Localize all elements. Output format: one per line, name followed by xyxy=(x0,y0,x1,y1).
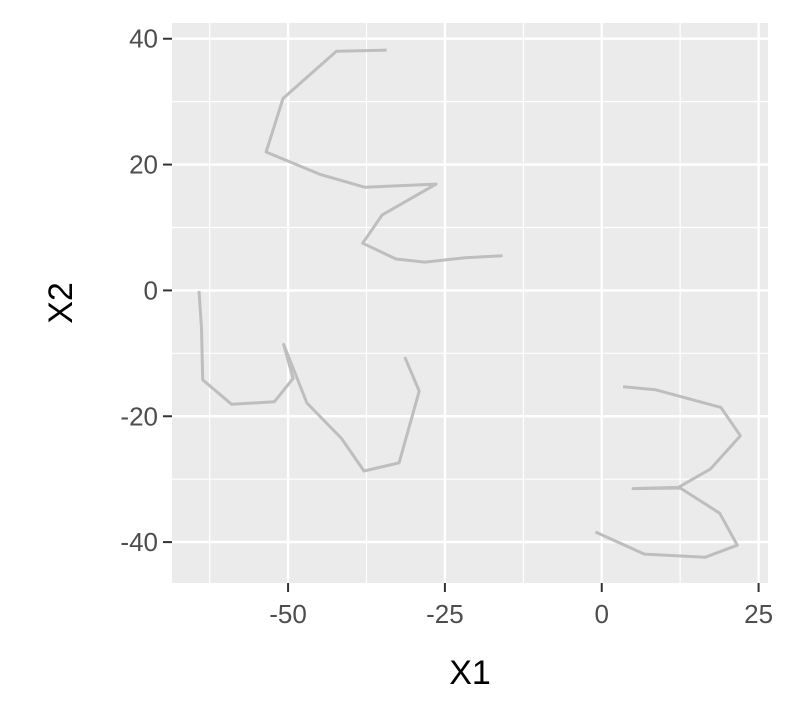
y-tick-label: 20 xyxy=(129,150,158,180)
series-layer xyxy=(197,48,742,559)
y-tick-label: -40 xyxy=(120,527,158,557)
series-path-1 xyxy=(264,48,503,264)
grid-minor xyxy=(172,23,768,583)
series-path-3 xyxy=(594,385,742,559)
y-axis-title: X2 xyxy=(42,282,80,324)
x-tick-label: -50 xyxy=(269,599,307,629)
plot-panel xyxy=(172,23,768,583)
x-axis-title: X1 xyxy=(449,654,491,692)
x-tick-label: 0 xyxy=(595,599,609,629)
x-axis: -50 -25 0 25 xyxy=(269,583,773,629)
x-tick-label: -25 xyxy=(426,599,464,629)
y-tick-label: -20 xyxy=(120,401,158,431)
y-tick-label: 0 xyxy=(144,275,158,305)
grid-major xyxy=(172,23,768,583)
series-path-2 xyxy=(197,290,421,473)
x-tick-label: 25 xyxy=(744,599,773,629)
y-axis: -40 -20 0 20 40 xyxy=(120,24,172,557)
y-tick-label: 40 xyxy=(129,24,158,54)
